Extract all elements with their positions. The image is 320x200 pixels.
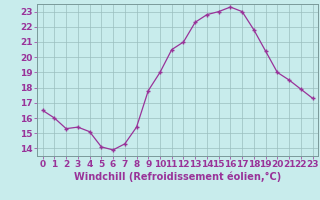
X-axis label: Windchill (Refroidissement éolien,°C): Windchill (Refroidissement éolien,°C) [74, 172, 281, 182]
